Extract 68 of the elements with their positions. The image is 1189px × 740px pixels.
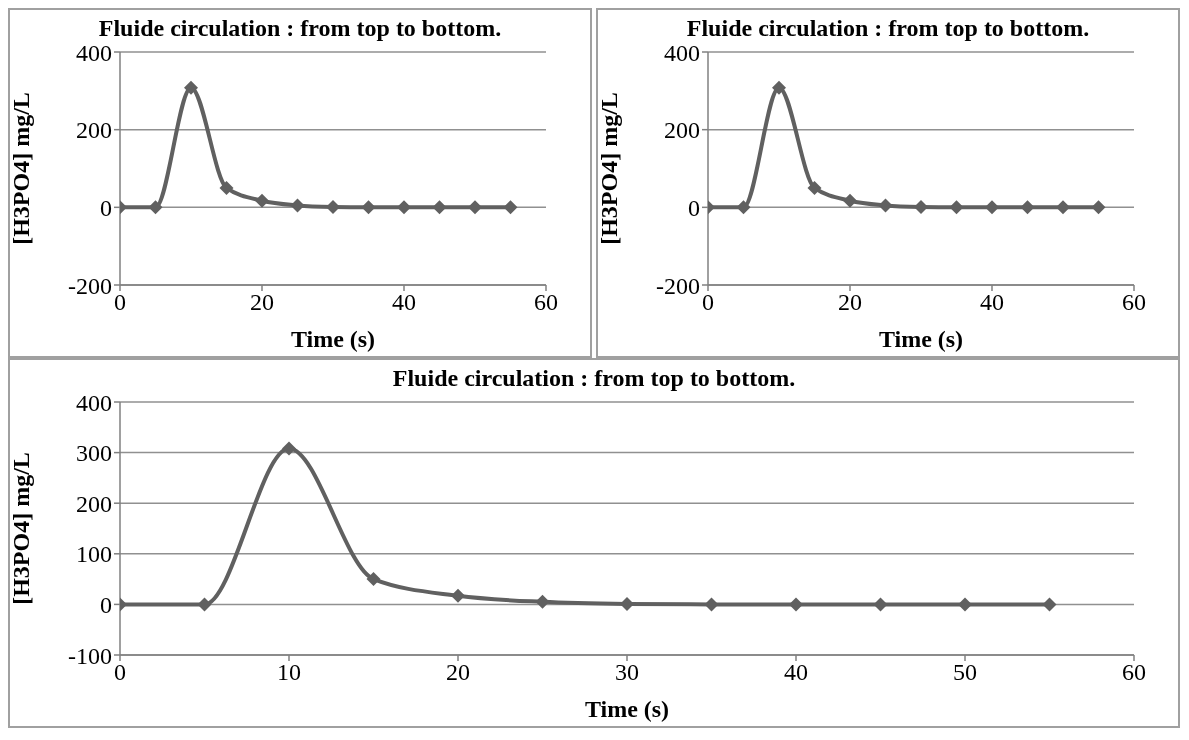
point (914, 199, 928, 214)
point (1020, 200, 1035, 215)
point (361, 200, 376, 215)
x-tick-label: 30 (615, 659, 639, 686)
point (772, 80, 786, 95)
x-axis-title: Time (s) (290, 326, 376, 352)
point (290, 198, 305, 213)
y-tick-label: 100 (76, 541, 112, 568)
x-tick-label: 10 (277, 659, 301, 686)
x-tick-label: 20 (838, 289, 862, 316)
x-tick-label: 50 (953, 659, 977, 686)
x-tick-label: 20 (250, 289, 274, 316)
point (873, 597, 888, 612)
y-tick-label: 200 (76, 490, 112, 517)
x-axis-title: Time (s) (584, 696, 670, 722)
chart-title: Fluide circulation : from top to bottom. (97, 14, 503, 42)
point (1042, 597, 1057, 612)
point (789, 597, 803, 612)
chart-title: Fluide circulation : from top to bottom. (392, 365, 796, 391)
x-tick-label: 40 (392, 289, 416, 316)
y-tick-label: 300 (76, 440, 112, 467)
point (451, 588, 465, 603)
point (197, 597, 212, 612)
point (397, 200, 411, 215)
point (807, 180, 822, 195)
point (1091, 200, 1106, 215)
point (949, 200, 964, 215)
point (282, 441, 296, 456)
y-tick-label: 0 (100, 194, 112, 221)
y-tick-label: -200 (68, 272, 112, 299)
point (843, 193, 857, 208)
chart-title: Fluide circulation : from top to bottom. (685, 14, 1091, 42)
y-tick-label: 400 (76, 389, 112, 416)
y-tick-label: -100 (68, 642, 112, 669)
point (255, 193, 269, 208)
y-axis-title: [H3PO4] mg/L (7, 452, 34, 605)
y-tick-label: 400 (664, 39, 700, 66)
x-tick-label: 20 (446, 659, 470, 686)
point (468, 200, 482, 215)
y-tick-label: -200 (656, 272, 700, 299)
x-tick-label: 60 (1122, 289, 1146, 316)
x-axis-title: Time (s) (878, 326, 964, 352)
point (958, 597, 972, 612)
point (704, 597, 719, 612)
point (620, 596, 634, 611)
x-tick-label: 60 (1122, 659, 1146, 686)
point (503, 200, 518, 215)
point (985, 200, 999, 215)
y-tick-label: 0 (100, 591, 112, 618)
point (366, 572, 381, 587)
point (878, 198, 893, 213)
y-tick-label: 200 (76, 117, 112, 144)
point (326, 199, 340, 214)
point (148, 200, 163, 215)
y-tick-label: 400 (76, 39, 112, 66)
x-tick-label: 40 (980, 289, 1004, 316)
point (219, 180, 234, 195)
x-tick-label: 40 (784, 659, 808, 686)
point (535, 594, 550, 609)
y-tick-label: 0 (688, 194, 700, 221)
point (432, 200, 447, 215)
point (184, 80, 198, 95)
y-tick-label: 200 (664, 117, 700, 144)
x-tick-label: 60 (534, 289, 558, 316)
point (736, 200, 751, 215)
point (1056, 200, 1070, 215)
y-axis-title: [H3PO4] mg/L (595, 92, 622, 245)
y-axis-title: [H3PO4] mg/L (7, 92, 34, 245)
